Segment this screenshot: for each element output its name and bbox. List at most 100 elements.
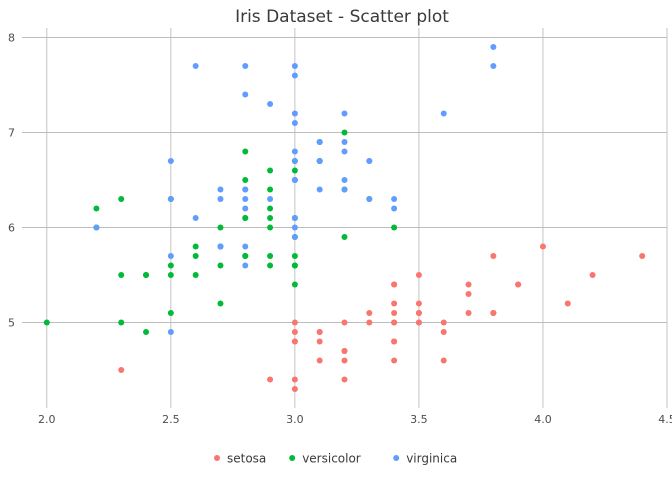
legend-label-setosa: setosa bbox=[227, 452, 266, 466]
versicolor-point bbox=[267, 253, 274, 259]
versicolor-point bbox=[291, 167, 298, 174]
versicolor-point bbox=[143, 272, 150, 278]
versicolor-point bbox=[267, 262, 274, 269]
x-tick-label: 2.0 bbox=[38, 413, 56, 426]
virginica-point bbox=[291, 158, 298, 164]
virginica-point bbox=[490, 63, 497, 69]
virginica-point bbox=[167, 253, 174, 259]
versicolor-point bbox=[242, 148, 249, 155]
virginica-point bbox=[242, 262, 249, 269]
setosa-point bbox=[539, 243, 546, 250]
x-tick-label: 4.5 bbox=[658, 413, 672, 426]
versicolor-point bbox=[93, 205, 100, 212]
virginica-point bbox=[366, 158, 373, 164]
setosa-point bbox=[440, 319, 447, 326]
y-tick-label: 6 bbox=[8, 222, 15, 235]
versicolor-point bbox=[267, 167, 274, 174]
legend-marker-setosa bbox=[214, 455, 220, 461]
setosa-point bbox=[267, 376, 274, 383]
virginica-point bbox=[490, 44, 497, 50]
versicolor-point bbox=[242, 215, 249, 221]
versicolor-point bbox=[391, 224, 398, 231]
virginica-point bbox=[341, 186, 348, 193]
virginica-point bbox=[366, 196, 373, 202]
setosa-point bbox=[465, 291, 472, 297]
y-tick-label: 5 bbox=[8, 317, 15, 330]
setosa-point bbox=[341, 376, 348, 383]
x-tick-label: 3.0 bbox=[286, 413, 304, 426]
tick-labels: 2.0 2.5 3.0 3.5 4.0 4.5 5 6 7 8 bbox=[8, 32, 672, 427]
setosa-point bbox=[391, 357, 398, 364]
virginica-point bbox=[291, 63, 298, 69]
setosa-point bbox=[391, 319, 398, 326]
virginica-point bbox=[391, 196, 398, 202]
setosa-point bbox=[490, 253, 497, 259]
virginica-point bbox=[291, 177, 298, 183]
versicolor-point bbox=[118, 196, 125, 202]
virginica-point bbox=[291, 234, 298, 240]
versicolor-point bbox=[143, 329, 150, 335]
setosa-point bbox=[415, 319, 422, 326]
virginica-point bbox=[242, 196, 249, 202]
setosa-point bbox=[515, 281, 522, 288]
virginica-point bbox=[242, 63, 249, 69]
versicolor-point bbox=[341, 129, 348, 136]
setosa-point bbox=[391, 310, 398, 316]
virginica-point bbox=[440, 110, 447, 117]
versicolor-point bbox=[118, 272, 125, 278]
y-tick-label: 8 bbox=[8, 32, 15, 45]
setosa-point bbox=[366, 319, 373, 326]
versicolor-point bbox=[291, 281, 298, 288]
virginica-point bbox=[242, 243, 249, 250]
versicolor-point bbox=[192, 243, 199, 250]
virginica-point bbox=[242, 205, 249, 212]
setosa-point bbox=[291, 329, 298, 335]
versicolor-point bbox=[267, 224, 274, 231]
chart-title: Iris Dataset - Scatter plot bbox=[235, 7, 449, 27]
versicolor-point bbox=[291, 253, 298, 259]
setosa-point bbox=[316, 338, 323, 345]
setosa-point bbox=[391, 338, 398, 345]
virginica-point bbox=[192, 63, 199, 69]
x-tick-label: 3.5 bbox=[410, 413, 428, 426]
setosa-point bbox=[291, 376, 298, 383]
setosa-point bbox=[291, 338, 298, 345]
virginica-point bbox=[167, 329, 174, 335]
setosa-point bbox=[341, 319, 348, 326]
legend-label-virginica: virginica bbox=[406, 452, 457, 466]
virginica-point bbox=[192, 215, 199, 221]
virginica-point bbox=[291, 110, 298, 117]
virginica-point bbox=[167, 196, 174, 202]
setosa-point bbox=[415, 300, 422, 307]
versicolor-point bbox=[267, 205, 274, 212]
setosa-point bbox=[391, 281, 398, 288]
virginica-point bbox=[316, 158, 323, 164]
versicolor-point bbox=[267, 186, 274, 193]
setosa-point bbox=[415, 310, 422, 316]
virginica-point bbox=[93, 224, 100, 231]
setosa-point bbox=[564, 300, 571, 307]
virginica-point bbox=[391, 205, 398, 212]
versicolor-point bbox=[217, 300, 224, 307]
data-points bbox=[43, 44, 646, 392]
versicolor-point bbox=[167, 272, 174, 278]
setosa-point bbox=[316, 329, 323, 335]
setosa-point bbox=[589, 272, 596, 278]
x-tick-label: 2.5 bbox=[162, 413, 180, 426]
versicolor-point bbox=[217, 224, 224, 231]
setosa-point bbox=[341, 348, 348, 354]
virginica-point bbox=[242, 91, 249, 98]
versicolor-point bbox=[167, 262, 174, 269]
virginica-point bbox=[291, 215, 298, 221]
virginica-point bbox=[341, 177, 348, 183]
virginica-point bbox=[291, 72, 298, 79]
versicolor-point bbox=[192, 272, 199, 278]
legend-marker-virginica bbox=[393, 455, 400, 461]
virginica-point bbox=[217, 196, 224, 202]
legend-label-versicolor: versicolor bbox=[302, 452, 361, 466]
versicolor-point bbox=[267, 215, 274, 221]
virginica-point bbox=[291, 224, 298, 231]
setosa-point bbox=[415, 272, 422, 278]
